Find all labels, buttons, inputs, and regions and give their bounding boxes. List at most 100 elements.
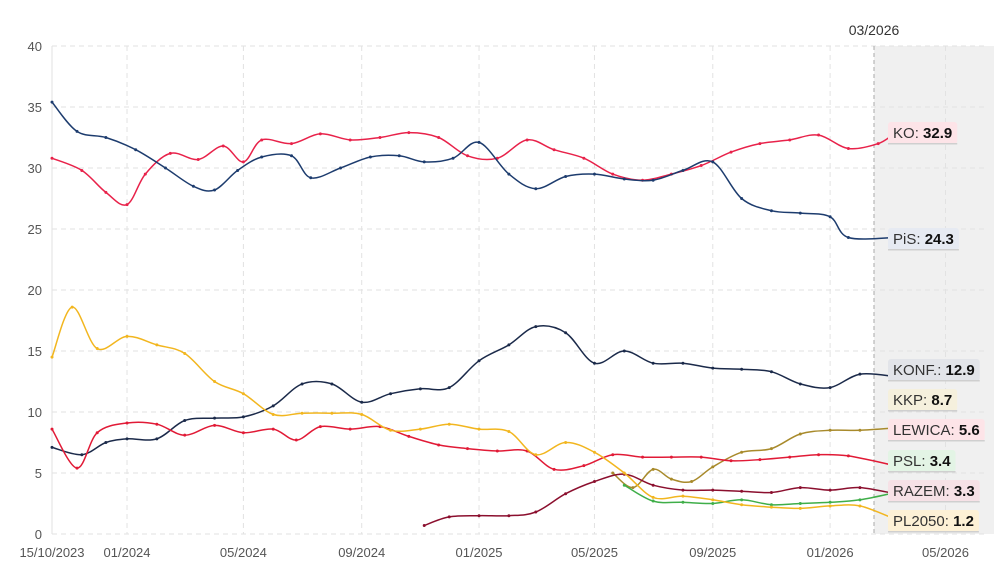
party-name: KONF.: [893, 362, 937, 379]
data-point-konf: [858, 372, 862, 376]
data-point-pis: [477, 140, 481, 144]
data-point-lewica: [155, 422, 159, 426]
y-tick-label: 30: [28, 161, 42, 176]
data-point-ko: [318, 132, 322, 136]
data-point-ko: [196, 157, 200, 161]
badge-shadow: [888, 440, 985, 442]
badge-shadow: [888, 380, 980, 382]
data-point-pl2050: [622, 471, 626, 475]
data-point-lewica: [183, 433, 187, 437]
data-point-kkp: [690, 480, 694, 484]
data-point-konf: [271, 404, 275, 408]
data-point-pis: [534, 187, 538, 191]
badge-separator: :: [937, 362, 945, 379]
y-tick-label: 15: [28, 344, 42, 359]
data-point-konf: [125, 437, 129, 441]
data-point-pl2050: [360, 412, 364, 416]
data-point-pis: [191, 184, 195, 188]
value-badge-kkp: KKP: 8.7: [888, 389, 958, 412]
y-tick-label: 35: [28, 100, 42, 115]
badge-separator: :: [915, 125, 923, 142]
data-point-lewica: [495, 449, 499, 453]
data-point-pis: [769, 209, 773, 213]
data-point-konf: [50, 445, 54, 449]
data-point-pis: [740, 197, 744, 200]
data-point-razem: [422, 523, 426, 527]
badge-separator: :: [916, 231, 924, 248]
data-point-pl2050: [564, 441, 568, 444]
data-point-konf: [80, 453, 84, 457]
data-point-ko: [817, 133, 821, 137]
data-point-pl2050: [681, 494, 685, 498]
data-point-ko: [876, 142, 880, 146]
data-point-pl2050: [213, 380, 217, 383]
data-point-lewica: [407, 434, 411, 438]
data-point-ko: [788, 138, 792, 142]
series-line-konf: [51, 325, 896, 456]
data-point-lewica: [466, 447, 470, 451]
data-point-ko: [699, 164, 703, 168]
data-point-konf: [389, 392, 393, 396]
data-point-pl2050: [330, 411, 334, 415]
data-point-kkp: [611, 471, 615, 475]
data-point-kkp: [651, 467, 655, 471]
data-point-ko: [348, 138, 352, 142]
data-point-lewica: [817, 453, 821, 457]
data-point-pis: [397, 154, 401, 158]
data-point-pl2050: [125, 334, 129, 338]
data-point-razem: [798, 486, 802, 490]
data-point-pis: [368, 155, 372, 159]
y-tick-label: 20: [28, 283, 42, 298]
party-name: KKP: [893, 392, 923, 409]
data-point-pl2050: [50, 355, 54, 359]
value-badge-pl2050: PL2050: 1.2: [888, 510, 979, 533]
badge-text: PL2050: 1.2: [893, 513, 974, 530]
data-point-lewica: [348, 427, 352, 431]
data-point-konf: [507, 343, 511, 347]
data-point-pl2050: [711, 498, 715, 502]
data-point-psl: [740, 498, 744, 502]
party-value: 3.4: [930, 453, 952, 470]
badge-background: [888, 419, 985, 441]
data-point-konf: [241, 415, 245, 419]
data-point-ko: [525, 138, 529, 142]
data-point-kkp: [798, 432, 802, 436]
data-point-lewica: [318, 425, 322, 429]
data-point-pl2050: [241, 392, 245, 396]
party-value: 24.3: [925, 231, 954, 248]
data-point-konf: [622, 349, 626, 353]
data-point-lewica: [699, 455, 703, 459]
series-line-razem: [423, 473, 896, 527]
data-point-pl2050: [155, 343, 159, 347]
data-point-pis: [846, 236, 850, 240]
value-badge-ko: KO: 32.9: [888, 122, 958, 145]
data-point-konf: [104, 441, 108, 444]
data-point-pl2050: [740, 503, 744, 507]
data-point-konf: [447, 386, 451, 390]
value-badge-pis: PiS: 24.3: [888, 228, 959, 251]
data-point-lewica: [213, 423, 217, 427]
party-value: 12.9: [946, 362, 975, 379]
data-point-konf: [740, 367, 744, 371]
data-point-kkp: [669, 477, 673, 481]
x-tick-label: 01/2025: [456, 545, 503, 560]
data-point-psl: [681, 500, 685, 504]
badge-shadow: [888, 531, 979, 533]
party-value: 1.2: [953, 513, 974, 530]
data-point-pis: [451, 156, 455, 160]
data-point-ko: [241, 160, 245, 164]
data-point-razem: [534, 510, 538, 514]
party-value: 32.9: [923, 125, 952, 142]
badge-text: LEWICA: 5.6: [893, 422, 980, 439]
data-point-razem: [592, 480, 596, 484]
data-point-pis: [50, 100, 54, 104]
data-point-konf: [798, 382, 802, 386]
data-point-konf: [213, 416, 217, 420]
data-point-pis: [213, 188, 217, 192]
data-point-psl: [769, 503, 773, 507]
data-point-ko: [104, 190, 108, 194]
badge-shadow: [888, 410, 958, 412]
data-point-pis: [260, 155, 264, 159]
data-point-pis: [309, 176, 313, 180]
